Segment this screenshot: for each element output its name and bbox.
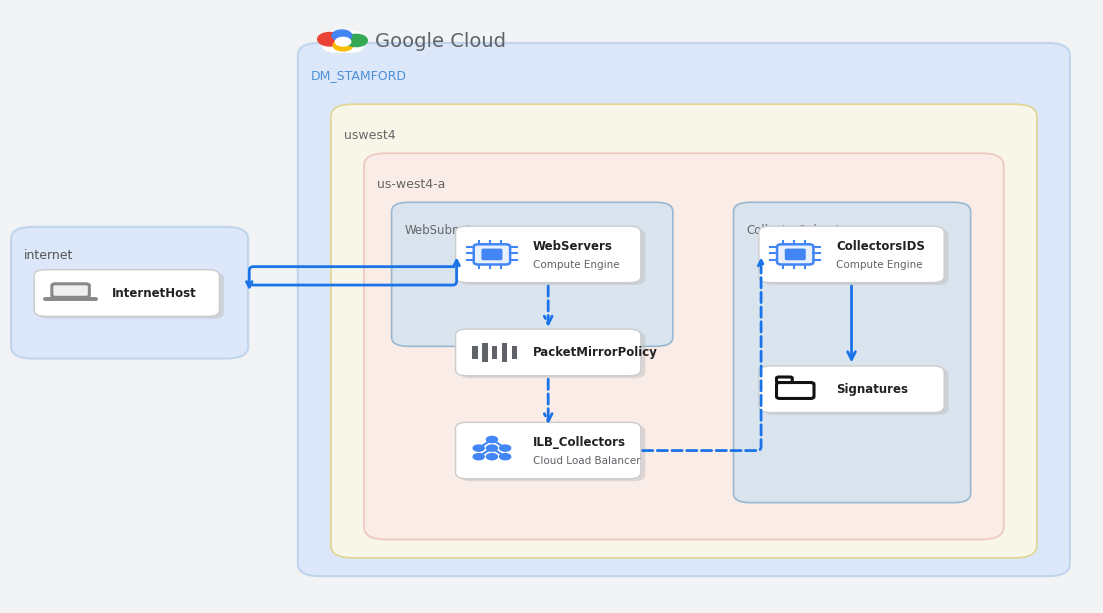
FancyBboxPatch shape [52, 284, 89, 297]
Text: Cloud Load Balancer: Cloud Load Balancer [533, 456, 640, 466]
Text: uswest4: uswest4 [344, 129, 396, 142]
FancyBboxPatch shape [456, 226, 641, 283]
FancyBboxPatch shape [759, 366, 944, 413]
FancyBboxPatch shape [460, 425, 645, 481]
FancyBboxPatch shape [473, 245, 510, 265]
FancyBboxPatch shape [39, 272, 224, 319]
FancyBboxPatch shape [777, 377, 792, 383]
Circle shape [500, 454, 511, 460]
FancyArrowPatch shape [544, 286, 553, 324]
Circle shape [486, 436, 497, 443]
Text: Signatures: Signatures [836, 383, 908, 396]
FancyBboxPatch shape [11, 227, 248, 359]
Text: Compute Engine: Compute Engine [836, 260, 923, 270]
Text: internet: internet [24, 249, 74, 262]
FancyBboxPatch shape [322, 31, 364, 53]
Bar [512, 346, 517, 359]
Text: WebServers: WebServers [533, 240, 612, 253]
Circle shape [473, 445, 484, 451]
FancyBboxPatch shape [331, 104, 1037, 558]
FancyBboxPatch shape [460, 332, 645, 378]
Text: DM_STAMFORD: DM_STAMFORD [311, 69, 407, 82]
Circle shape [318, 32, 342, 46]
Bar [482, 343, 488, 362]
Text: PacketMirrorPolicy: PacketMirrorPolicy [533, 346, 657, 359]
FancyBboxPatch shape [733, 202, 971, 503]
Text: Compute Engine: Compute Engine [533, 260, 620, 270]
Text: Google Cloud: Google Cloud [375, 32, 506, 51]
FancyBboxPatch shape [763, 368, 949, 415]
Bar [502, 343, 507, 362]
FancyBboxPatch shape [34, 270, 219, 316]
FancyBboxPatch shape [392, 202, 673, 346]
Circle shape [332, 30, 352, 41]
FancyBboxPatch shape [481, 249, 502, 261]
FancyBboxPatch shape [364, 153, 1004, 539]
FancyBboxPatch shape [785, 249, 806, 261]
FancyArrowPatch shape [847, 286, 856, 359]
Text: us-west4-a: us-west4-a [377, 178, 446, 191]
FancyBboxPatch shape [777, 383, 814, 398]
FancyBboxPatch shape [763, 229, 949, 285]
Text: CollectorsIDS: CollectorsIDS [836, 240, 925, 253]
FancyBboxPatch shape [778, 245, 814, 265]
Circle shape [500, 445, 511, 451]
FancyBboxPatch shape [456, 422, 641, 479]
Circle shape [333, 40, 353, 51]
Circle shape [486, 445, 497, 451]
FancyBboxPatch shape [460, 229, 645, 285]
Bar [492, 346, 497, 359]
Circle shape [473, 454, 484, 460]
Text: CollectorSubnet: CollectorSubnet [747, 224, 842, 237]
FancyArrowPatch shape [544, 379, 553, 421]
Circle shape [335, 37, 351, 46]
Circle shape [486, 454, 497, 460]
FancyBboxPatch shape [456, 329, 641, 376]
FancyBboxPatch shape [298, 43, 1070, 576]
FancyBboxPatch shape [759, 226, 944, 283]
Circle shape [345, 34, 367, 47]
Text: InternetHost: InternetHost [111, 286, 196, 300]
Bar [472, 346, 478, 359]
Text: ILB_Collectors: ILB_Collectors [533, 436, 625, 449]
Text: WebSubnet: WebSubnet [405, 224, 472, 237]
